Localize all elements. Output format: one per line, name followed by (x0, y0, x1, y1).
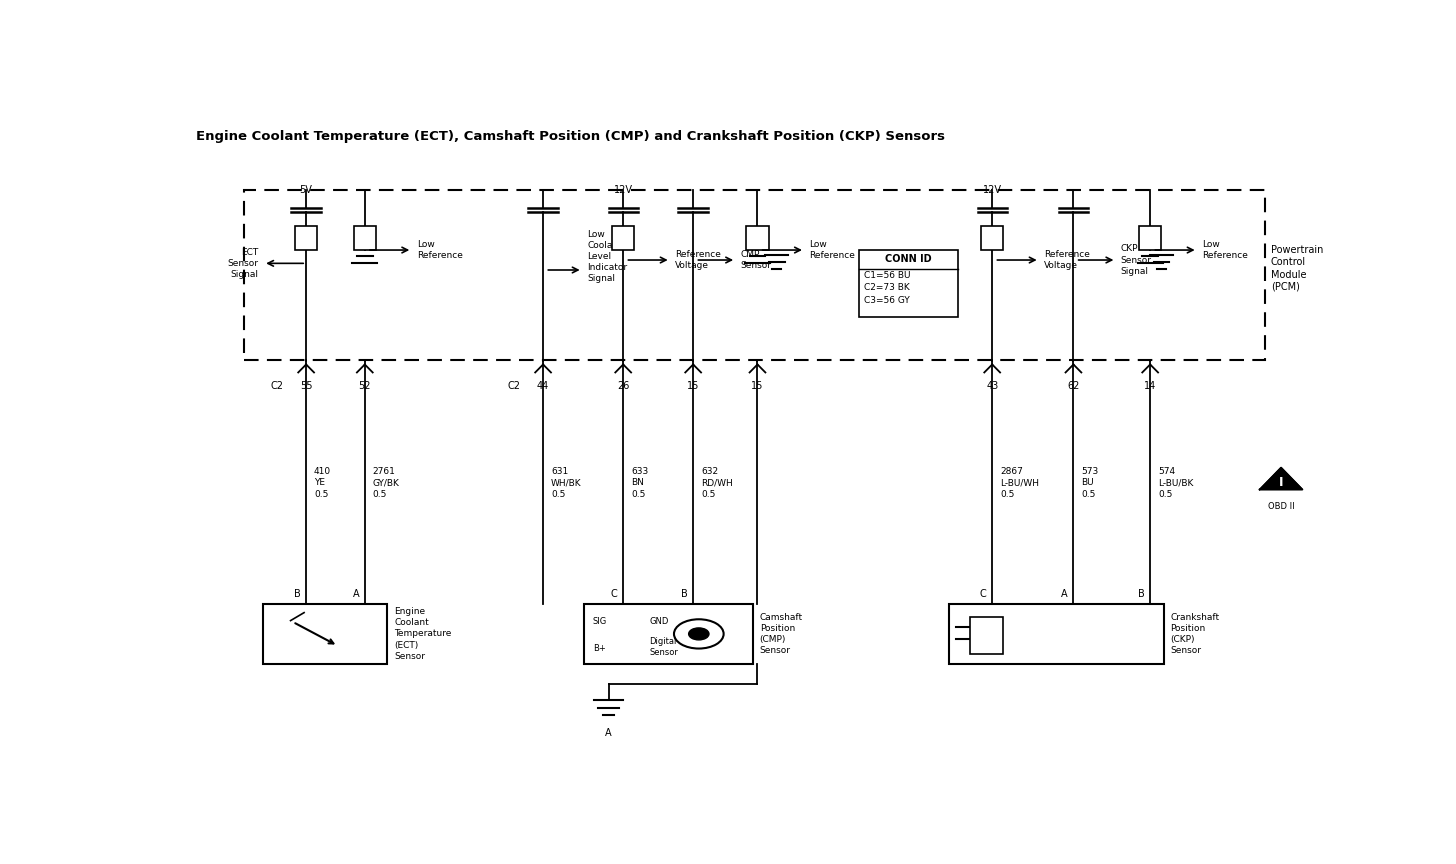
Text: Reference
Voltage: Reference Voltage (676, 250, 721, 270)
Text: 26: 26 (617, 381, 629, 391)
Text: CMP
Sensor: CMP Sensor (741, 250, 772, 270)
Text: 631
WH/BK
0.5: 631 WH/BK 0.5 (550, 467, 581, 499)
Text: 12V: 12V (614, 186, 633, 195)
Text: Low
Coolant
Level
Indicator
Signal: Low Coolant Level Indicator Signal (587, 230, 628, 283)
Polygon shape (1259, 467, 1303, 490)
Text: 44: 44 (537, 381, 549, 391)
Text: Low
Reference: Low Reference (810, 240, 855, 260)
Text: CONN ID: CONN ID (885, 254, 932, 264)
Bar (354, 226, 376, 250)
Text: I: I (1278, 476, 1283, 489)
Bar (1139, 226, 1162, 250)
Text: A: A (1061, 588, 1067, 599)
Bar (970, 617, 1003, 654)
Text: 574
L-BU/BK
0.5: 574 L-BU/BK 0.5 (1158, 467, 1194, 499)
Text: A: A (606, 728, 612, 739)
Text: 633
BN
0.5: 633 BN 0.5 (630, 467, 648, 499)
Text: 15: 15 (751, 381, 763, 391)
Text: 15: 15 (687, 381, 699, 391)
Text: ECT
Sensor
Signal: ECT Sensor Signal (227, 248, 259, 279)
Text: C1=56 BU
C2=73 BK
C3=56 GY: C1=56 BU C2=73 BK C3=56 GY (863, 271, 910, 305)
Text: B: B (681, 588, 687, 599)
Text: 5V: 5V (300, 186, 313, 195)
Bar (981, 226, 1003, 250)
Bar (859, 250, 958, 316)
Text: B: B (1137, 588, 1144, 599)
Text: OBD II: OBD II (1268, 501, 1294, 511)
Text: 573
BU
0.5: 573 BU 0.5 (1082, 467, 1099, 499)
Text: Engine Coolant Temperature (ECT), Camshaft Position (CMP) and Crankshaft Positio: Engine Coolant Temperature (ECT), Camsha… (195, 130, 945, 143)
Text: CKP
Sensor
Signal: CKP Sensor Signal (1121, 245, 1152, 276)
Bar (245, 190, 1265, 359)
Bar (264, 604, 387, 664)
Text: C: C (980, 588, 987, 599)
Bar (296, 226, 317, 250)
Text: 52: 52 (358, 381, 371, 391)
Text: Powertrain
Control
Module
(PCM): Powertrain Control Module (PCM) (1271, 245, 1324, 292)
Text: B: B (294, 588, 300, 599)
Text: GND: GND (649, 618, 668, 626)
Text: SIG: SIG (593, 618, 607, 626)
Bar (949, 604, 1163, 664)
Text: 43: 43 (986, 381, 999, 391)
Text: B+: B+ (593, 645, 606, 653)
Text: A: A (352, 588, 360, 599)
Text: 55: 55 (300, 381, 313, 391)
Bar (747, 226, 769, 250)
Text: Engine
Coolant
Temperature
(ECT)
Sensor: Engine Coolant Temperature (ECT) Sensor (395, 607, 451, 661)
Text: Crankshaft
Position
(CKP)
Sensor: Crankshaft Position (CKP) Sensor (1171, 613, 1220, 655)
Text: 14: 14 (1144, 381, 1156, 391)
Text: 62: 62 (1067, 381, 1079, 391)
Text: C2: C2 (508, 381, 521, 391)
Text: C: C (612, 588, 617, 599)
Circle shape (689, 628, 709, 640)
Text: 2867
L-BU/WH
0.5: 2867 L-BU/WH 0.5 (1000, 467, 1040, 499)
Text: 410
YE
0.5: 410 YE 0.5 (314, 467, 331, 499)
Text: C2: C2 (271, 381, 284, 391)
Bar (612, 226, 635, 250)
Text: 632
RD/WH
0.5: 632 RD/WH 0.5 (702, 467, 732, 499)
Text: Low
Reference: Low Reference (1203, 240, 1248, 260)
Bar (584, 604, 753, 664)
Text: Camshaft
Position
(CMP)
Sensor: Camshaft Position (CMP) Sensor (760, 613, 802, 655)
Text: Reference
Voltage: Reference Voltage (1044, 250, 1091, 270)
Text: Low
Reference: Low Reference (416, 240, 463, 260)
Text: 12V: 12V (983, 186, 1002, 195)
Text: 2761
GY/BK
0.5: 2761 GY/BK 0.5 (373, 467, 399, 499)
Text: Digital
Sensor: Digital Sensor (649, 638, 678, 657)
